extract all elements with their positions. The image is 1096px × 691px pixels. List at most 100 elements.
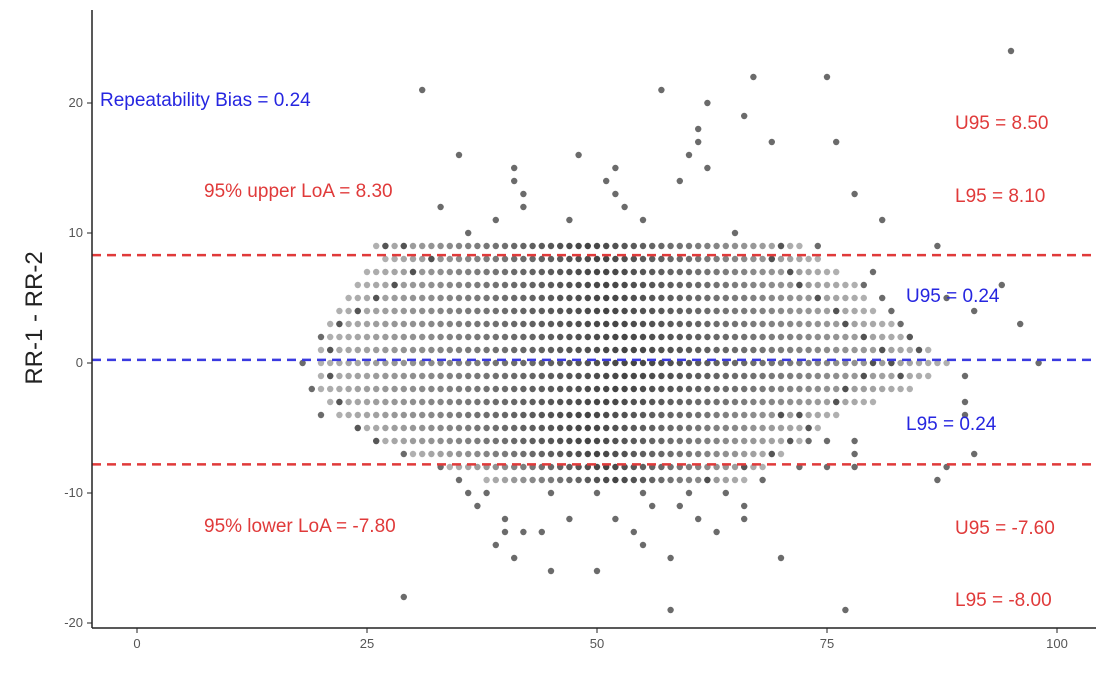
data-point — [557, 398, 564, 406]
data-point — [649, 320, 656, 328]
data-point — [731, 281, 739, 289]
data-point — [520, 281, 527, 289]
data-point — [557, 411, 564, 419]
data-point — [419, 255, 426, 263]
data-point — [547, 489, 555, 497]
data-point — [575, 450, 582, 458]
data-point — [713, 528, 720, 536]
data-point — [685, 307, 693, 315]
data-point — [593, 398, 601, 406]
data-point — [465, 268, 472, 276]
data-point — [474, 346, 481, 354]
data-point — [603, 411, 610, 419]
data-point — [722, 255, 729, 263]
reference-lines — [92, 253, 1096, 466]
data-point — [612, 164, 619, 172]
data-point — [547, 372, 555, 380]
data-point — [345, 359, 352, 367]
data-point — [777, 424, 785, 432]
data-point — [777, 320, 785, 328]
data-point — [428, 385, 435, 393]
data-point — [695, 424, 702, 432]
data-point — [455, 424, 463, 432]
data-point — [667, 307, 674, 315]
data-point — [768, 398, 775, 406]
data-point — [621, 424, 628, 432]
data-point — [777, 333, 785, 341]
data-point — [805, 346, 812, 354]
data-point — [465, 281, 472, 289]
data-point — [658, 398, 665, 406]
data-point — [695, 450, 702, 458]
data-point — [639, 489, 647, 497]
data-point — [676, 372, 683, 380]
data-point — [593, 424, 601, 432]
data-point — [465, 450, 472, 458]
data-point — [483, 333, 490, 341]
data-point — [474, 281, 481, 289]
data-point — [833, 281, 840, 289]
data-point — [557, 294, 564, 302]
data-point — [575, 437, 582, 445]
data-point — [317, 411, 325, 419]
data-point — [603, 281, 610, 289]
data-point — [566, 385, 573, 393]
data-point — [603, 398, 610, 406]
data-point — [685, 411, 693, 419]
data-point — [639, 294, 647, 302]
data-point — [695, 515, 702, 523]
data-point — [833, 320, 840, 328]
data-point — [658, 424, 665, 432]
data-point — [685, 242, 693, 250]
data-point — [455, 411, 463, 419]
data-point — [630, 307, 637, 315]
data-point — [768, 437, 775, 445]
data-point — [437, 385, 444, 393]
data-point — [474, 398, 481, 406]
data-point — [695, 138, 702, 146]
data-point — [768, 385, 775, 393]
data-point — [667, 359, 674, 367]
data-point — [695, 268, 702, 276]
data-point — [446, 385, 453, 393]
data-point — [557, 346, 564, 354]
data-point — [658, 242, 665, 250]
data-point — [639, 281, 647, 289]
data-point — [713, 385, 720, 393]
data-point — [400, 372, 407, 380]
data-point — [704, 398, 711, 406]
data-point — [704, 333, 711, 341]
data-point — [741, 255, 748, 263]
data-point — [557, 242, 564, 250]
data-point — [566, 398, 573, 406]
data-point — [768, 242, 775, 250]
data-point — [814, 346, 821, 354]
data-point — [455, 398, 463, 406]
data-point — [455, 255, 463, 263]
data-point — [575, 411, 582, 419]
data-point — [575, 476, 582, 484]
scatter-points — [299, 47, 1042, 614]
data-point — [603, 255, 610, 263]
data-point — [658, 372, 665, 380]
data-point — [593, 307, 601, 315]
data-point — [621, 281, 628, 289]
data-point — [612, 333, 619, 341]
data-point — [557, 437, 564, 445]
data-point — [373, 424, 380, 432]
data-point — [501, 411, 509, 419]
data-point — [584, 372, 591, 380]
data-point — [391, 411, 398, 419]
data-point — [814, 411, 821, 419]
data-point — [796, 307, 803, 315]
data-point — [603, 372, 610, 380]
data-point — [851, 307, 858, 315]
data-point — [777, 281, 785, 289]
data-point — [382, 307, 389, 315]
data-point — [474, 424, 481, 432]
data-point — [787, 294, 794, 302]
data-point — [520, 268, 527, 276]
data-point — [833, 294, 840, 302]
data-point — [759, 411, 766, 419]
data-point — [860, 333, 867, 341]
